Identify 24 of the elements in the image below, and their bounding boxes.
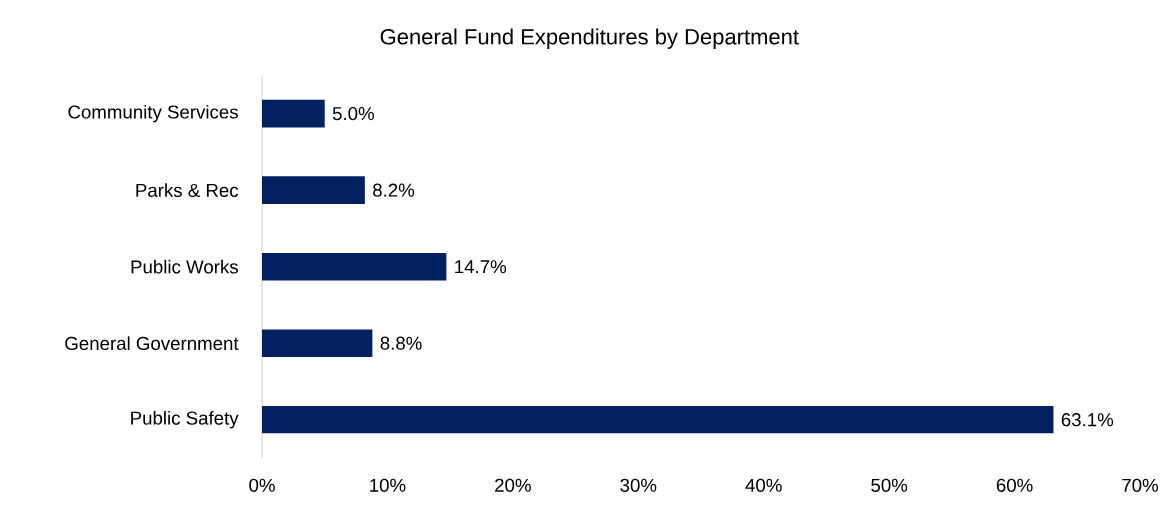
bar xyxy=(262,252,447,281)
bar xyxy=(262,176,365,204)
x-tick-label: 10% xyxy=(370,478,406,492)
y-tick-label: Public Works xyxy=(131,259,238,274)
x-tick-label: 40% xyxy=(745,478,782,492)
y-tick-label: General Government xyxy=(65,336,239,351)
chart-title: General Fund Expenditures by Department xyxy=(380,28,799,49)
bar xyxy=(262,329,373,357)
x-tick-label: 60% xyxy=(996,478,1033,492)
bar xyxy=(262,405,1054,434)
x-tick-label: 20% xyxy=(495,478,531,492)
bar xyxy=(262,99,325,128)
x-tick-label: 50% xyxy=(871,478,908,492)
y-tick-label: Parks & Rec xyxy=(136,183,239,197)
y-tick-label: Public Safety xyxy=(131,411,239,429)
x-tick-label: 30% xyxy=(620,478,657,492)
data-label: 8.8% xyxy=(380,336,422,350)
y-tick-label: Community Services xyxy=(68,104,238,123)
data-label: 14.7% xyxy=(455,260,507,274)
x-tick-label: 70% xyxy=(1122,478,1159,492)
data-label: 8.2% xyxy=(373,183,415,197)
x-tick-label: 0% xyxy=(249,478,275,492)
data-label: 63.1% xyxy=(1061,413,1114,427)
data-label: 5.0% xyxy=(332,106,374,121)
